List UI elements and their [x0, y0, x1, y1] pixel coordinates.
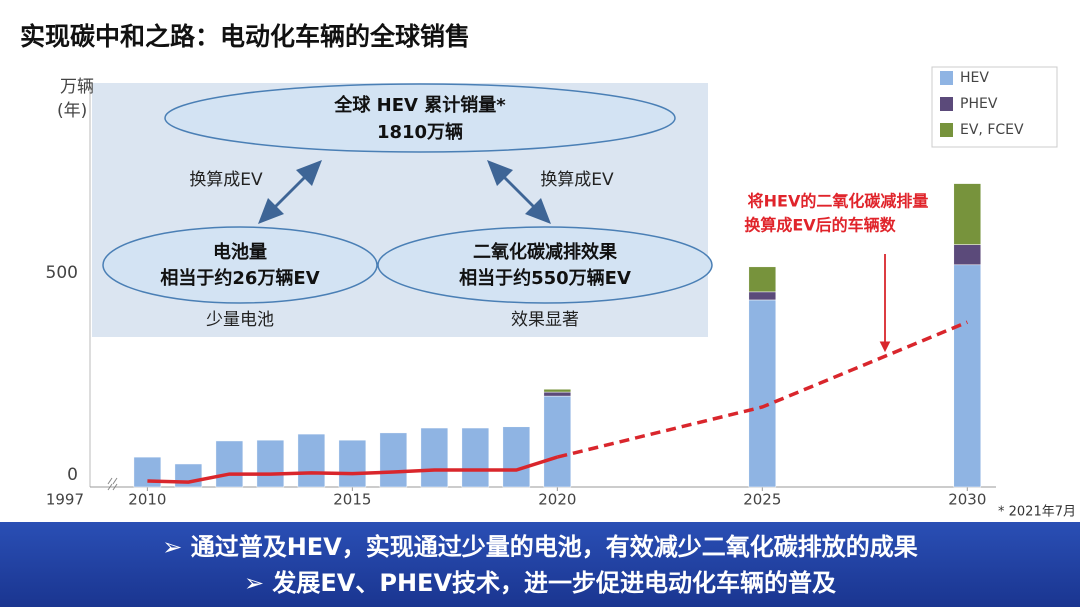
x-start-label: 1997 — [46, 491, 84, 509]
x-tick-label: 2025 — [743, 491, 781, 509]
legend-swatch — [940, 123, 953, 137]
footer-text: ➢ 通过普及HEV，实现通过少量的电池，有效减少二氧化碳排放的成果 — [162, 533, 918, 561]
inset-caption: 少量电池 — [206, 310, 274, 330]
legend-swatch — [940, 97, 953, 111]
bar — [543, 391, 572, 397]
title: 实现碳中和之路：电动化车辆的全球销售 — [20, 22, 470, 51]
bar — [953, 264, 982, 488]
legend-swatch — [940, 71, 953, 85]
bar — [461, 427, 490, 488]
y-tick-label: 500 — [46, 263, 78, 283]
legend-label: EV, FCEV — [960, 122, 1024, 138]
bar — [338, 439, 367, 488]
arrow-label: 换算成EV — [540, 170, 614, 190]
inset-text: 全球 HEV 累计销量* — [333, 94, 506, 116]
inset-text: 二氧化碳减排效果 — [473, 241, 618, 263]
axis-break — [107, 477, 118, 491]
bar — [379, 432, 408, 488]
x-tick-label: 2020 — [538, 491, 576, 509]
inset-text: 相当于约26万辆EV — [160, 267, 319, 289]
inset-text: 相当于约550万辆EV — [459, 267, 631, 289]
annotation: 将HEV的二氧化碳减排量 — [748, 192, 929, 211]
bar — [748, 266, 777, 293]
line — [556, 320, 968, 459]
annotation: 换算成EV后的车辆数 — [744, 216, 896, 235]
footer-text: ➢ 发展EV、PHEV技术，进一步促进电动化车辆的普及 — [244, 569, 836, 597]
bar — [953, 183, 982, 245]
bar — [256, 439, 285, 488]
bar — [420, 427, 449, 488]
ellipse — [377, 226, 713, 304]
bar — [215, 440, 244, 488]
footer-band — [0, 522, 1080, 607]
bar — [543, 395, 572, 488]
bar — [748, 291, 777, 301]
line — [147, 455, 558, 484]
y-label: (年) — [57, 101, 87, 121]
legend-label: HEV — [960, 70, 989, 86]
x-tick-label: 2015 — [333, 491, 371, 509]
inset-text: 1810万辆 — [377, 121, 463, 143]
note: * 2021年7月 — [998, 505, 1076, 520]
inset-caption: 效果显著 — [511, 310, 579, 330]
bar — [543, 388, 572, 393]
ellipse — [102, 226, 378, 304]
bar — [297, 433, 326, 488]
inset-text: 电池量 — [213, 241, 267, 263]
arrow-label: 换算成EV — [189, 170, 263, 190]
bar — [953, 244, 982, 266]
bar — [502, 426, 531, 488]
legend-label: PHEV — [960, 96, 998, 112]
arrows — [258, 160, 551, 224]
bar — [748, 299, 777, 488]
y-label: 万辆 — [60, 77, 94, 97]
x-tick-label: 2010 — [128, 491, 166, 509]
ellipse — [164, 83, 676, 153]
y-tick-label: 0 — [67, 465, 78, 485]
x-tick-label: 2030 — [948, 491, 986, 509]
